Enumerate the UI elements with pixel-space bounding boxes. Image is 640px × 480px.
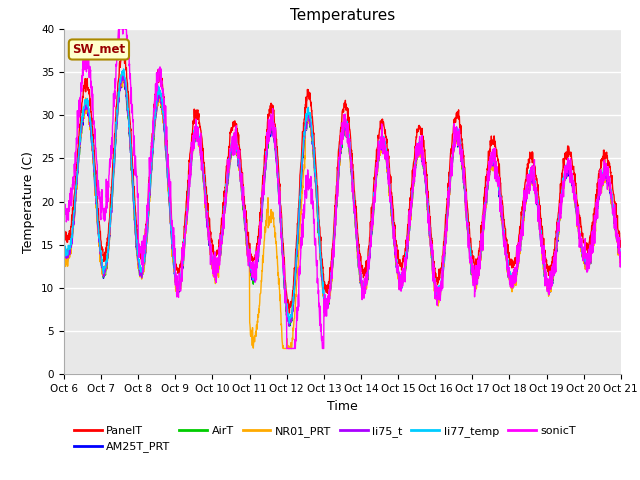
Y-axis label: Temperature (C): Temperature (C) (22, 151, 35, 252)
Legend: PanelT, AM25T_PRT, AirT, NR01_PRT, li75_t, li77_temp, sonicT: PanelT, AM25T_PRT, AirT, NR01_PRT, li75_… (70, 421, 580, 457)
X-axis label: Time: Time (327, 400, 358, 413)
Title: Temperatures: Temperatures (290, 9, 395, 24)
Text: SW_met: SW_met (72, 43, 125, 56)
